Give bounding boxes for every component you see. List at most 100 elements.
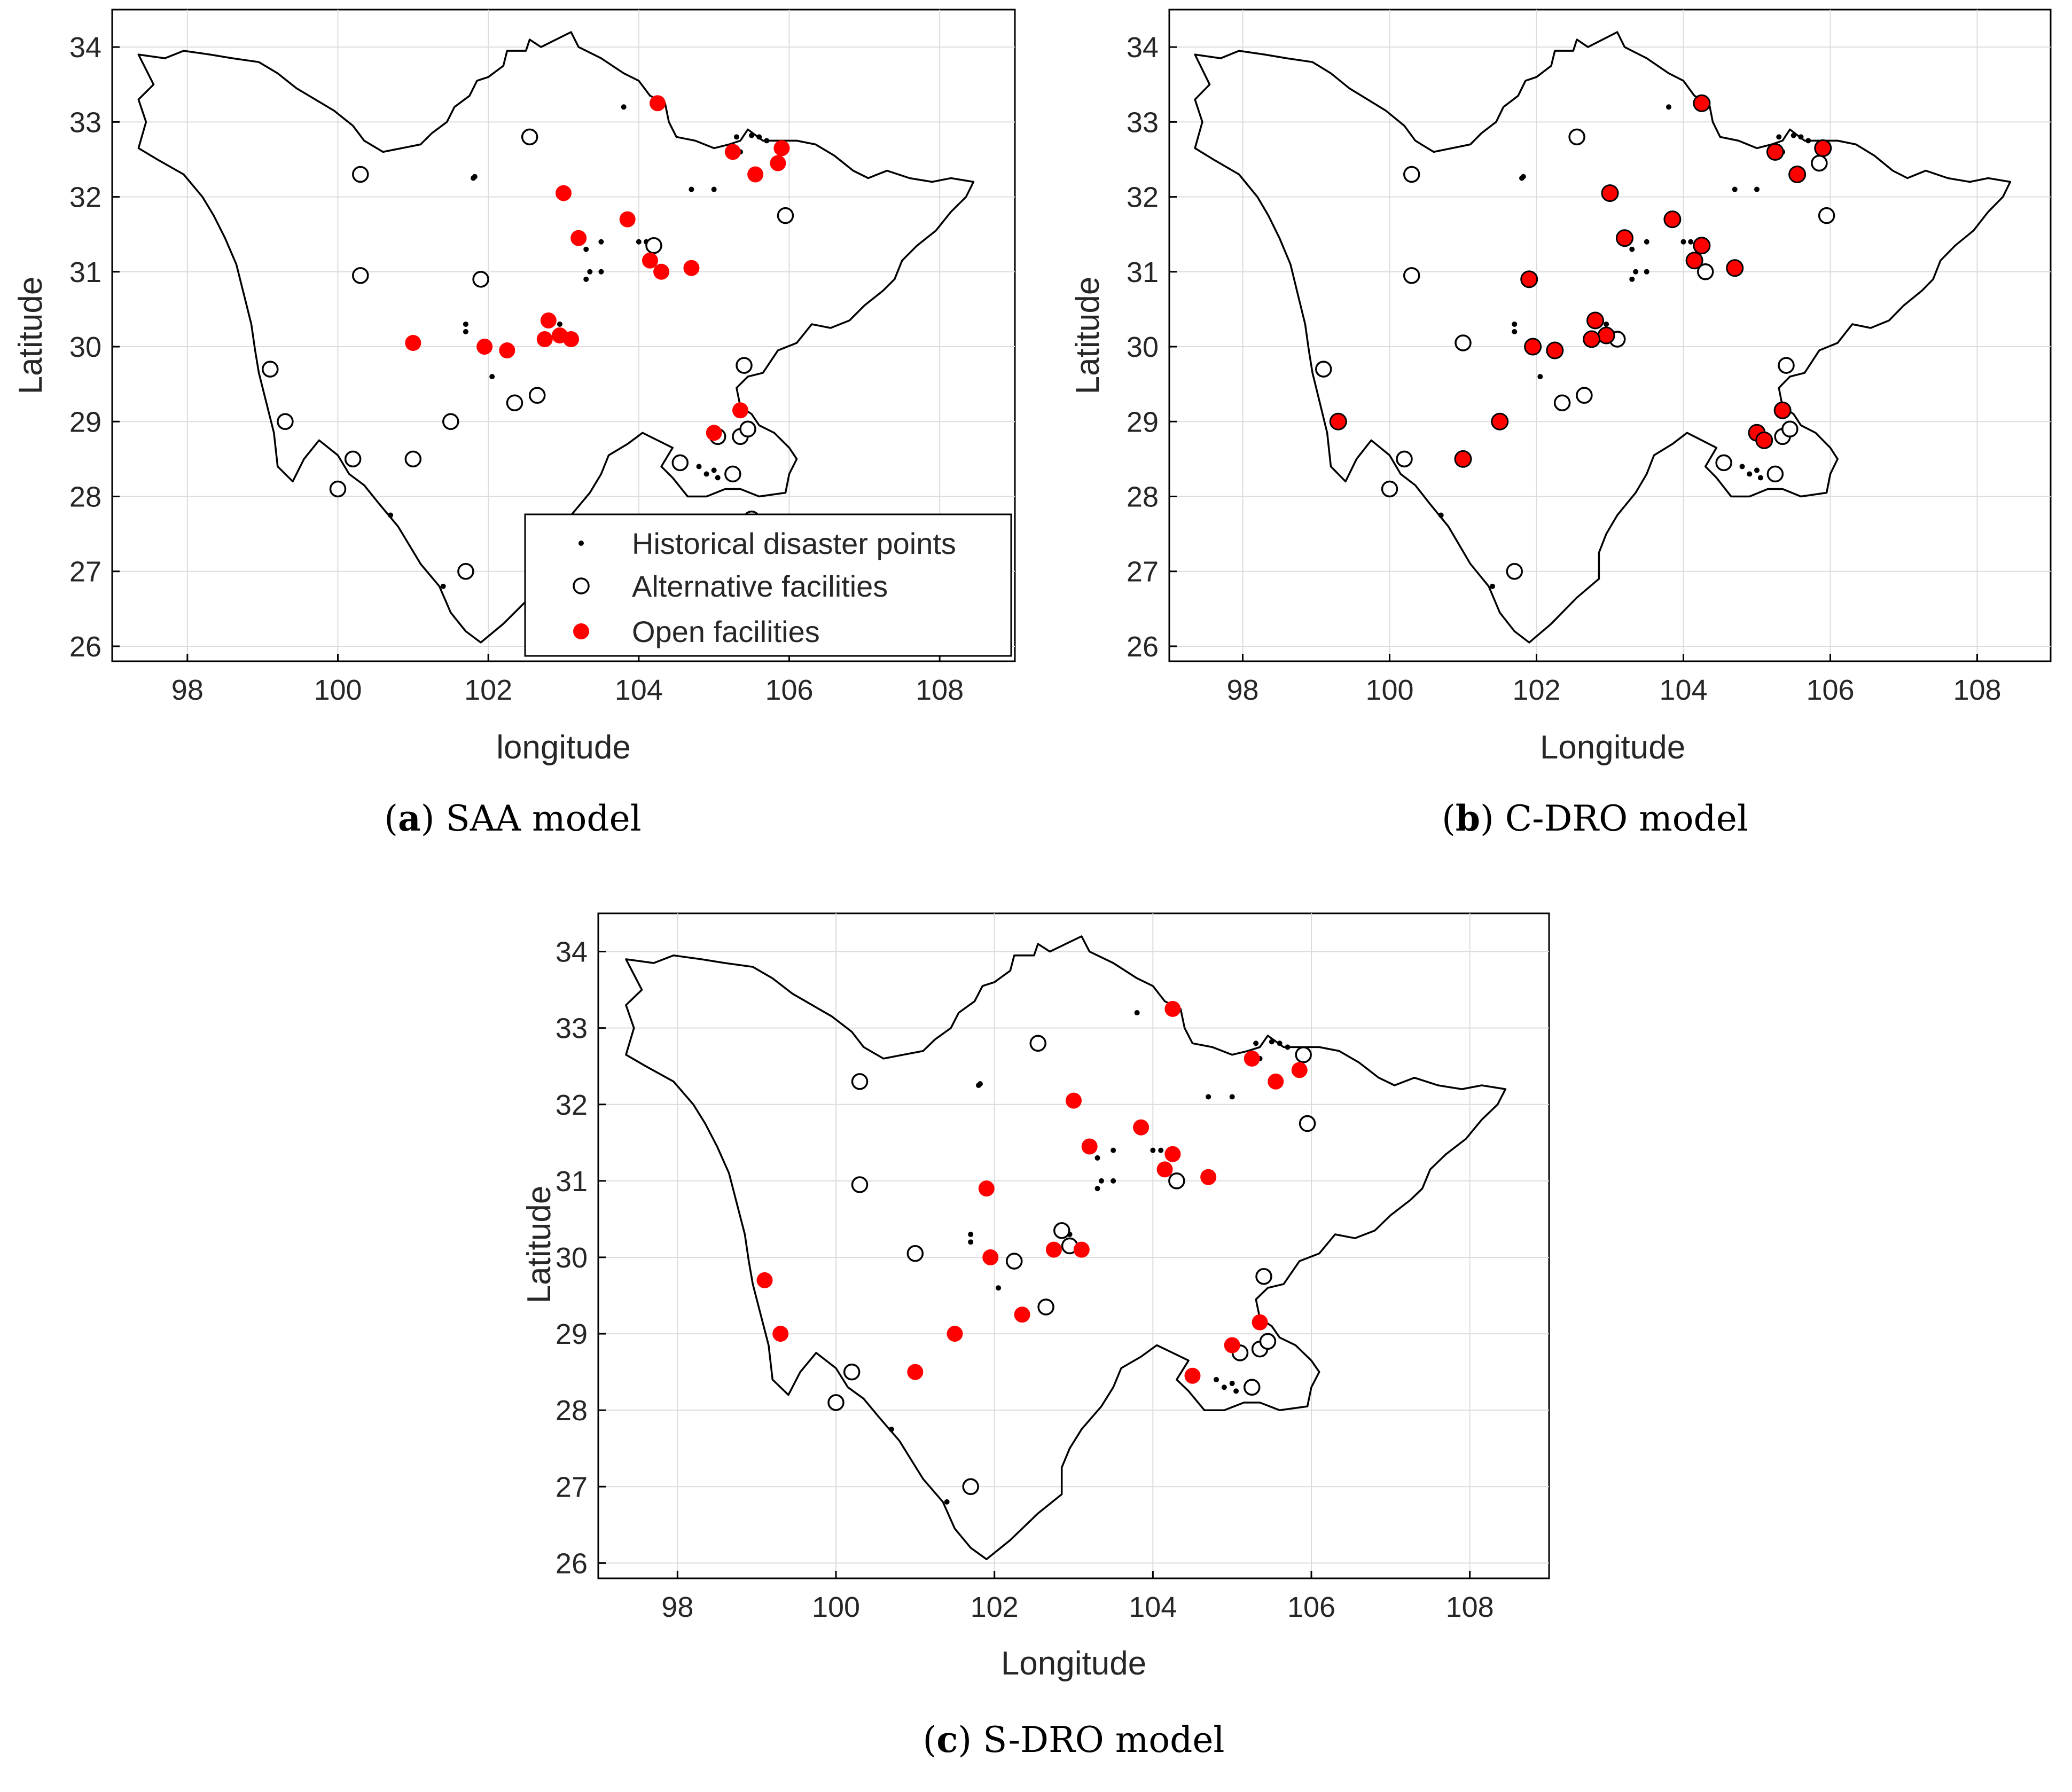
alternative-facility-point	[1455, 334, 1472, 351]
open-facility-point	[683, 260, 700, 276]
historical-disaster-point	[1221, 1384, 1227, 1390]
historical-disaster-point	[689, 186, 694, 192]
x-tick-label: 104	[1659, 674, 1707, 706]
historical-disaster-point	[1490, 583, 1495, 589]
historical-disaster-point	[388, 512, 394, 518]
historical-disaster-point	[1094, 1186, 1100, 1192]
alternative-facility-point	[671, 454, 689, 472]
x-tick-label: 108	[1446, 1591, 1494, 1623]
open-facility-point	[1224, 1337, 1240, 1353]
historical-disaster-point	[1438, 512, 1444, 518]
open-facility-point	[1597, 326, 1615, 345]
historical-disaster-point	[888, 1426, 894, 1432]
open-facility-point	[540, 312, 557, 328]
legend-historical-label: Historical disaster points	[632, 527, 956, 560]
y-tick-label: 29	[556, 1318, 588, 1350]
open-facility-point	[1133, 1119, 1150, 1136]
historical-disaster-point	[598, 239, 604, 245]
y-tick-label: 34	[1127, 32, 1159, 64]
alternative-facility-point	[906, 1245, 924, 1262]
alternative-facility-point	[1029, 1035, 1046, 1052]
open-facility-point	[1081, 1138, 1098, 1155]
open-facility-point	[1663, 210, 1682, 229]
open-facility-point	[1586, 311, 1604, 330]
alternative-facility-point	[1396, 450, 1413, 468]
historical-disaster-point	[1754, 186, 1760, 192]
y-tick-label: 33	[69, 106, 101, 138]
x-tick-label: 106	[765, 674, 813, 706]
y-tick-label: 32	[69, 182, 101, 214]
historical-disaster-point	[1644, 269, 1649, 275]
historical-disaster-point	[1206, 1094, 1211, 1100]
historical-disaster-point	[1732, 186, 1738, 192]
alternative-facility-point	[1244, 1379, 1261, 1396]
open-facility-point	[1268, 1073, 1284, 1090]
caption-b-text: C-DRO model	[1505, 798, 1748, 839]
y-tick-label: 28	[69, 481, 101, 513]
historical-disaster-point	[1229, 1094, 1235, 1100]
open-facility-point	[706, 425, 722, 441]
historical-disaster-point	[1633, 269, 1639, 275]
historical-disaster-point	[598, 269, 604, 275]
alternative-facility-point	[777, 207, 794, 224]
alternative-facility-point	[404, 450, 422, 468]
legend-alternative-label: Alternative facilities	[632, 569, 888, 603]
open-facilities-c	[756, 1000, 1308, 1384]
alternative-facility-point	[1315, 361, 1332, 378]
open-facility-point	[1685, 252, 1703, 270]
open-facility-point	[947, 1326, 963, 1342]
alternative-facility-point	[843, 1363, 861, 1381]
caption-c-open-paren: (	[922, 1719, 936, 1760]
open-facility-point	[642, 252, 658, 269]
alternative-facility-point	[851, 1176, 869, 1193]
historical-disaster-point	[1776, 134, 1782, 140]
open-facility-point	[1329, 412, 1347, 431]
open-facility-point	[1014, 1306, 1030, 1323]
alternative-facility-point	[1778, 357, 1795, 374]
historical-disaster-point	[1604, 321, 1609, 327]
alternative-facility-point	[1811, 154, 1828, 172]
x-axis-label-c: Longitude	[1001, 1645, 1146, 1682]
y-tick-label: 27	[556, 1471, 588, 1503]
historical-disaster-point	[489, 374, 495, 380]
caption-a: (a) SAA model	[384, 797, 642, 839]
y-axis-label-c: Latitude	[521, 1186, 558, 1304]
historical-disaster-point	[944, 1499, 950, 1505]
historical-disaster-point	[733, 134, 739, 140]
historical-disaster-point	[636, 239, 642, 245]
historical-disaster-point	[764, 138, 770, 144]
x-tick-labels-c: 98 100 102 104 106 108	[661, 1571, 1494, 1623]
open-facility-point	[1726, 259, 1744, 277]
alternative-facility-point	[1299, 1115, 1316, 1132]
alternative-facility-point	[1403, 267, 1420, 284]
x-axis-label-a: longitude	[496, 729, 631, 766]
open-facility-point	[724, 144, 741, 160]
open-facility-point	[1454, 450, 1472, 468]
caption-b-close-paren: )	[1480, 798, 1505, 839]
open-facility-point	[405, 335, 421, 351]
alternative-facility-point	[1715, 454, 1732, 472]
x-tick-label: 104	[1129, 1591, 1177, 1623]
open-facility-point	[1693, 94, 1711, 112]
open-facility-point	[1814, 139, 1832, 157]
historical-disaster-point	[1688, 239, 1694, 245]
open-facility-point	[756, 1272, 773, 1288]
alternative-facility-point	[1818, 207, 1835, 224]
historical-disaster-point	[968, 1232, 974, 1238]
historical-disaster-point	[1094, 1155, 1100, 1161]
caption-c-close-paren: )	[958, 1719, 983, 1760]
historical-disaster-point	[1520, 174, 1526, 179]
legend-alternative-marker	[573, 577, 590, 594]
open-facility-point	[1524, 338, 1542, 356]
historical-points-b	[1438, 104, 1811, 589]
historical-disaster-point	[977, 1081, 983, 1087]
open-facility-point	[499, 342, 515, 359]
caption-b-open-paren: (	[1442, 798, 1456, 839]
open-facility-point	[1788, 166, 1807, 184]
historical-disaster-point	[1666, 104, 1671, 110]
alternative-facility-point	[1403, 166, 1420, 183]
open-facility-point	[1073, 1241, 1090, 1258]
chart-panel-c: 98 100 102 104 106 108 26 27 28 29 30 31 32 33 34 Lon…	[521, 912, 1550, 1760]
open-facility-point	[1766, 143, 1784, 161]
open-facility-point	[1164, 1000, 1181, 1017]
